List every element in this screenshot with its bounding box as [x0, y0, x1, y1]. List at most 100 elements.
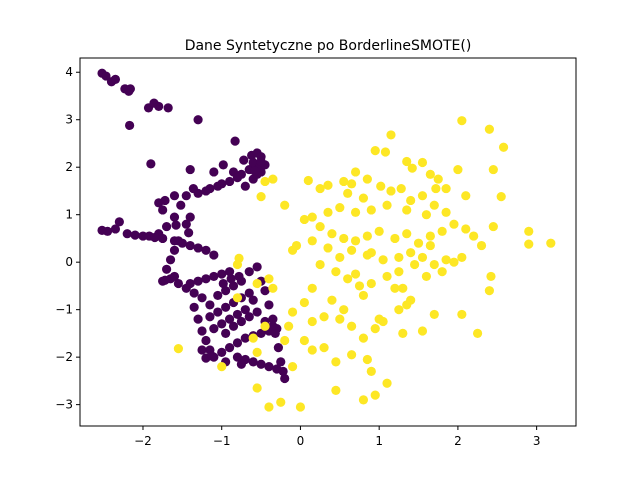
- scatter-point-class-0: [154, 198, 164, 208]
- scatter-point-class-0: [218, 278, 228, 289]
- scatter-point-class-1: [413, 238, 424, 248]
- scatter-point-class-1: [402, 156, 412, 167]
- scatter-point-class-1: [252, 278, 262, 289]
- scatter-point-class-0: [240, 333, 250, 343]
- scatter-point-class-1: [386, 130, 396, 140]
- scatter-point-class-1: [303, 175, 313, 186]
- scatter-point-class-1: [457, 309, 467, 320]
- scatter-point-class-1: [472, 328, 483, 339]
- y-axis-ticks: −3 −2 −1 0 1 2 3 4: [55, 65, 80, 412]
- scatter-point-class-1: [366, 248, 376, 258]
- scatter-point-class-0: [228, 281, 239, 291]
- scatter-point-class-0: [240, 181, 250, 191]
- scatter-point-class-1: [350, 269, 361, 279]
- scatter-point-class-1: [339, 233, 349, 244]
- scatter-point-class-1: [354, 281, 365, 291]
- scatter-point-class-0: [232, 173, 243, 183]
- scatter-point-class-1: [382, 200, 392, 210]
- chart-title: Dane Syntetyczne po BorderlineSMOTE(): [185, 38, 472, 54]
- scatter-point-class-0: [184, 228, 194, 238]
- scatter-point-class-0: [244, 288, 254, 298]
- scatter-point-class-1: [429, 309, 439, 320]
- scatter-point-class-0: [169, 212, 180, 222]
- scatter-point-class-0: [226, 274, 236, 284]
- scatter-point-class-1: [358, 290, 369, 301]
- scatter-point-class-1: [362, 174, 372, 184]
- scatter-point-class-0: [185, 278, 195, 289]
- scatter-point-class-1: [498, 142, 509, 152]
- scatter-point-class-1: [232, 259, 243, 270]
- y-tick-label: 2: [65, 160, 73, 174]
- scatter-point-class-1: [323, 180, 333, 190]
- scatter-point-class-0: [201, 335, 211, 346]
- scatter-point-class-1: [370, 145, 380, 156]
- scatter-point-class-1: [382, 378, 392, 388]
- scatter-point-class-0: [110, 74, 121, 84]
- scatter-point-class-0: [169, 245, 180, 255]
- scatter-point-class-0: [201, 274, 211, 284]
- scatter-point-class-0: [232, 352, 243, 362]
- scatter-point-class-1: [406, 248, 416, 258]
- scatter-point-class-1: [280, 200, 290, 210]
- scatter-point-class-1: [524, 226, 534, 236]
- scatter-point-class-0: [173, 236, 184, 246]
- scatter-point-class-0: [224, 267, 235, 277]
- scatter-point-class-0: [224, 343, 235, 353]
- scatter-point-class-0: [276, 357, 286, 367]
- scatter-point-class-1: [437, 267, 447, 277]
- scatter-point-class-1: [335, 314, 345, 324]
- scatter-point-class-1: [347, 179, 357, 189]
- scatter-point-class-0: [169, 191, 180, 201]
- y-tick-label: 0: [65, 255, 73, 269]
- scatter-point-class-0: [181, 191, 191, 201]
- scatter-point-class-0: [239, 155, 249, 165]
- scatter-point-class-0: [146, 159, 156, 169]
- scatter-point-class-0: [217, 269, 227, 279]
- scatter-point-class-0: [232, 338, 243, 348]
- scatter-point-class-1: [376, 181, 386, 191]
- scatter-point-class-0: [122, 229, 132, 239]
- scatter-point-class-1: [394, 305, 404, 315]
- scatter-point-class-0: [125, 120, 135, 131]
- scatter-point-class-1: [343, 188, 353, 198]
- scatter-point-class-1: [307, 212, 317, 222]
- scatter-point-class-1: [421, 210, 432, 220]
- scatter-point-class-0: [232, 309, 243, 320]
- scatter-point-class-1: [366, 278, 376, 289]
- scatter-point-class-0: [236, 359, 246, 369]
- scatter-point-class-0: [213, 307, 223, 317]
- x-axis-ticks: −2 −1 0 1 2 3: [134, 426, 540, 448]
- scatter-point-class-1: [425, 240, 435, 251]
- plot-frame: [79, 57, 577, 427]
- scatter-point-class-1: [488, 221, 498, 232]
- scatter-point-class-1: [429, 259, 439, 270]
- scatter-point-class-0: [278, 366, 288, 376]
- scatter-point-class-1: [295, 402, 306, 412]
- x-tick-label: 3: [533, 434, 541, 448]
- scatter-point-class-0: [165, 255, 176, 265]
- x-tick-label: −1: [213, 434, 231, 448]
- scatter-point-class-1: [287, 307, 298, 317]
- scatter-point-class-0: [260, 286, 270, 296]
- scatter-point-class-0: [268, 321, 278, 331]
- scatter-point-class-0: [205, 312, 215, 322]
- scatter-point-class-1: [323, 243, 333, 253]
- scatter-point-class-0: [110, 224, 121, 234]
- scatter-point-class-1: [264, 274, 274, 284]
- scatter-point-class-1: [374, 314, 384, 324]
- scatter-point-class-1: [425, 169, 435, 179]
- scatter-point-class-1: [394, 267, 404, 277]
- scatter-point-class-0: [193, 115, 203, 125]
- scatter-point-class-0: [244, 267, 254, 277]
- scatter-point-class-0: [224, 176, 235, 187]
- scatter-point-class-1: [370, 324, 380, 334]
- scatter-point-class-1: [347, 350, 357, 360]
- scatter-point-class-1: [421, 271, 432, 282]
- scatter-point-class-1: [173, 344, 184, 354]
- scatter-point-class-0: [240, 305, 250, 315]
- scatter-point-class-1: [417, 326, 428, 336]
- scatter-point-class-1: [396, 183, 406, 194]
- scatter-point-class-0: [209, 250, 219, 260]
- scatter-point-class-1: [268, 174, 278, 184]
- scatter-point-class-1: [461, 224, 471, 234]
